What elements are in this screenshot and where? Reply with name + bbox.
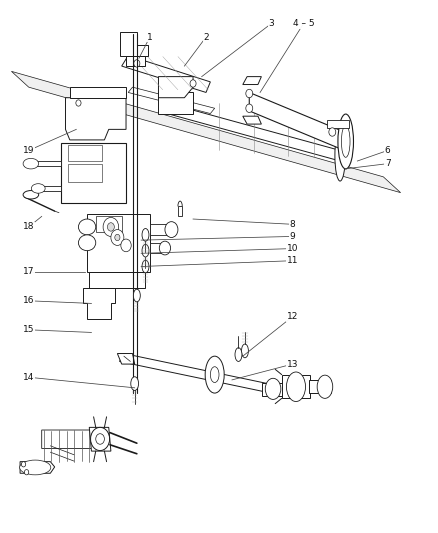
Bar [67, 164, 102, 182]
Ellipse shape [286, 372, 305, 401]
Polygon shape [20, 462, 55, 473]
Ellipse shape [190, 80, 196, 87]
Ellipse shape [23, 191, 39, 199]
Ellipse shape [159, 241, 170, 255]
Ellipse shape [210, 367, 219, 383]
Text: 2: 2 [203, 33, 209, 42]
Ellipse shape [142, 244, 149, 257]
Polygon shape [120, 32, 148, 55]
Bar [96, 216, 122, 232]
Polygon shape [150, 243, 165, 253]
Text: 3: 3 [268, 19, 274, 28]
Text: 15: 15 [23, 325, 35, 334]
Text: 4 – 5: 4 – 5 [293, 19, 314, 28]
Ellipse shape [111, 230, 124, 245]
Ellipse shape [96, 434, 104, 444]
Polygon shape [117, 353, 134, 364]
Polygon shape [87, 214, 150, 272]
Polygon shape [282, 375, 310, 398]
Polygon shape [70, 87, 126, 98]
Polygon shape [83, 288, 115, 319]
Polygon shape [126, 55, 145, 66]
Polygon shape [61, 142, 126, 203]
Ellipse shape [121, 239, 131, 252]
Polygon shape [42, 430, 94, 448]
Ellipse shape [265, 378, 281, 399]
Polygon shape [66, 98, 126, 140]
Text: 18: 18 [23, 222, 35, 231]
Ellipse shape [329, 128, 336, 136]
Ellipse shape [91, 427, 110, 450]
Ellipse shape [103, 217, 119, 237]
Text: 14: 14 [23, 373, 35, 382]
Ellipse shape [142, 260, 149, 273]
Ellipse shape [76, 100, 81, 106]
Ellipse shape [341, 126, 350, 157]
Ellipse shape [107, 223, 114, 231]
Polygon shape [33, 186, 61, 191]
Text: 9: 9 [290, 232, 295, 241]
Ellipse shape [21, 462, 26, 467]
Polygon shape [89, 272, 145, 288]
Ellipse shape [338, 114, 353, 169]
Ellipse shape [335, 131, 345, 181]
Text: 6: 6 [385, 146, 391, 155]
Ellipse shape [23, 158, 39, 169]
Text: 12: 12 [287, 312, 298, 321]
Polygon shape [327, 120, 349, 128]
Ellipse shape [25, 470, 29, 475]
Polygon shape [128, 87, 215, 114]
Ellipse shape [78, 219, 96, 235]
Ellipse shape [134, 289, 140, 302]
Ellipse shape [165, 222, 178, 238]
Polygon shape [178, 206, 182, 216]
Bar [67, 145, 102, 161]
Ellipse shape [142, 229, 149, 241]
Text: 8: 8 [290, 220, 295, 229]
Text: 17: 17 [23, 267, 35, 276]
Polygon shape [11, 71, 401, 192]
Ellipse shape [20, 460, 51, 475]
Text: 10: 10 [287, 244, 298, 253]
Text: 16: 16 [23, 296, 35, 305]
Polygon shape [262, 383, 284, 395]
Polygon shape [25, 161, 61, 166]
Polygon shape [159, 77, 193, 98]
Polygon shape [243, 77, 261, 85]
Ellipse shape [246, 90, 253, 98]
Polygon shape [122, 55, 210, 92]
Ellipse shape [131, 377, 138, 391]
Ellipse shape [246, 104, 253, 112]
Ellipse shape [78, 235, 96, 251]
Polygon shape [150, 224, 171, 235]
Polygon shape [159, 92, 193, 114]
Polygon shape [167, 103, 340, 161]
Text: 13: 13 [287, 360, 298, 369]
Ellipse shape [134, 60, 140, 67]
Polygon shape [249, 92, 344, 150]
Polygon shape [89, 427, 111, 451]
Text: 7: 7 [385, 159, 391, 168]
Text: 1: 1 [147, 33, 153, 42]
Text: 11: 11 [287, 256, 298, 265]
Ellipse shape [241, 344, 248, 358]
Text: 19: 19 [23, 146, 35, 155]
Polygon shape [309, 380, 332, 393]
Ellipse shape [317, 375, 333, 398]
Ellipse shape [32, 184, 45, 193]
Ellipse shape [205, 356, 224, 393]
Ellipse shape [115, 235, 120, 241]
Ellipse shape [235, 348, 242, 361]
Polygon shape [243, 116, 261, 124]
Polygon shape [120, 353, 275, 393]
